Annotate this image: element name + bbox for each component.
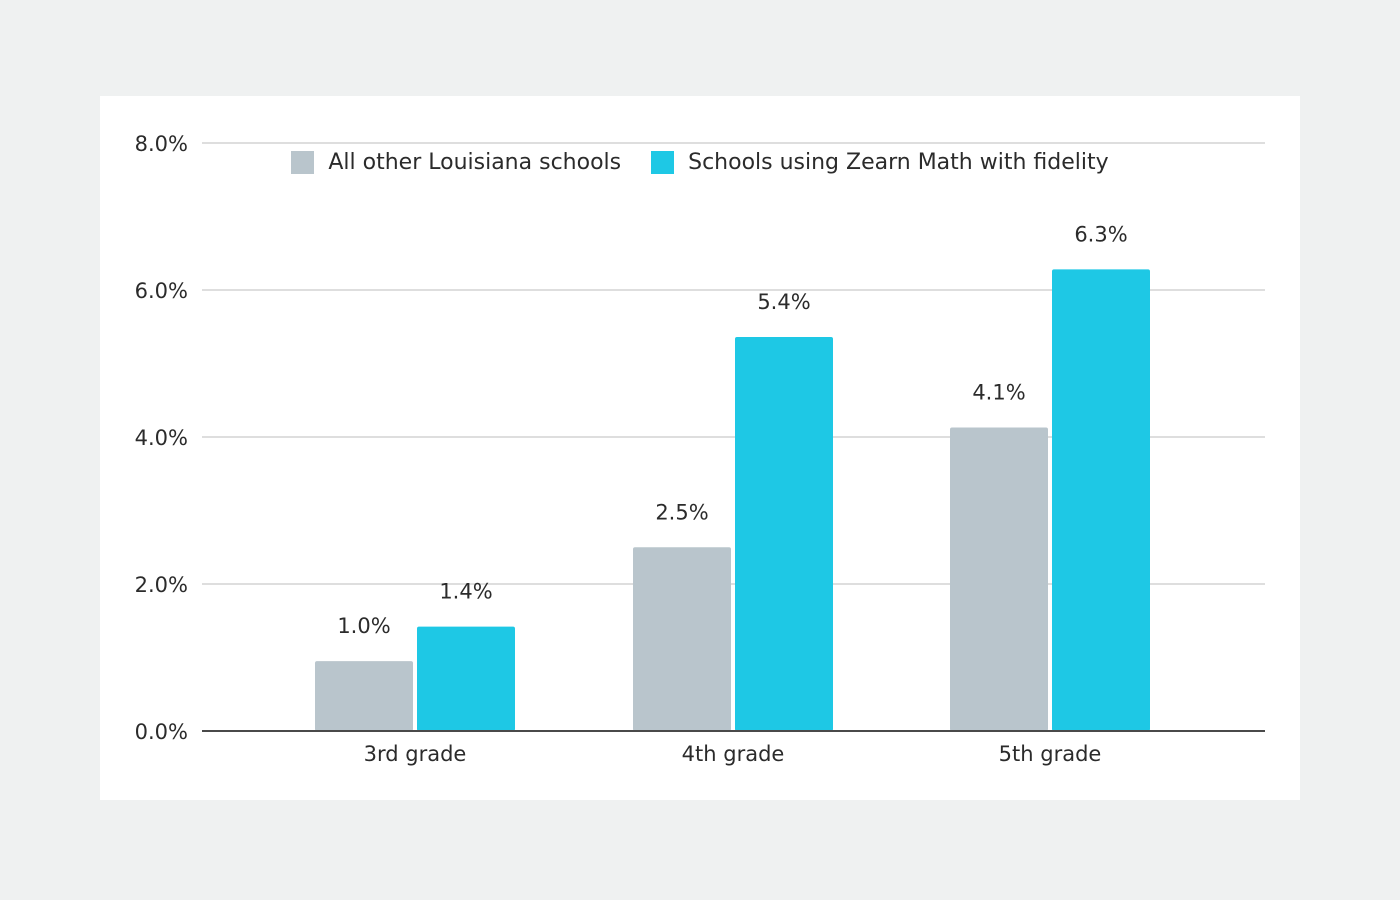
- y-tick-label: 8.0%: [135, 132, 188, 156]
- bar: [735, 337, 833, 731]
- legend-item-other-schools[interactable]: All other Louisiana schools: [291, 150, 621, 175]
- bar: [417, 626, 515, 731]
- legend-label-zearn-schools: Schools using Zearn Math with fidelity: [688, 150, 1109, 175]
- data-label: 5.4%: [757, 290, 810, 314]
- chart-legend: All other Louisiana schools Schools usin…: [0, 150, 1400, 175]
- data-label: 2.5%: [655, 500, 708, 524]
- data-label: 1.0%: [337, 614, 390, 638]
- bar: [315, 661, 413, 731]
- bar: [950, 427, 1048, 731]
- data-label: 6.3%: [1074, 222, 1127, 246]
- y-tick-label: 0.0%: [135, 720, 188, 744]
- x-tick-label: 3rd grade: [364, 742, 467, 766]
- y-tick-label: 4.0%: [135, 426, 188, 450]
- bar: [1052, 269, 1150, 731]
- bar: [633, 547, 731, 731]
- data-label: 4.1%: [972, 380, 1025, 404]
- legend-swatch-other-schools: [291, 151, 315, 174]
- x-tick-label: 5th grade: [999, 742, 1102, 766]
- legend-item-zearn-schools[interactable]: Schools using Zearn Math with fidelity: [651, 150, 1109, 175]
- data-label: 1.4%: [439, 580, 492, 604]
- x-tick-label: 4th grade: [682, 742, 785, 766]
- y-tick-label: 2.0%: [135, 573, 188, 597]
- legend-swatch-zearn-schools: [651, 151, 675, 174]
- legend-label-other-schools: All other Louisiana schools: [328, 150, 622, 175]
- y-tick-label: 6.0%: [135, 279, 188, 303]
